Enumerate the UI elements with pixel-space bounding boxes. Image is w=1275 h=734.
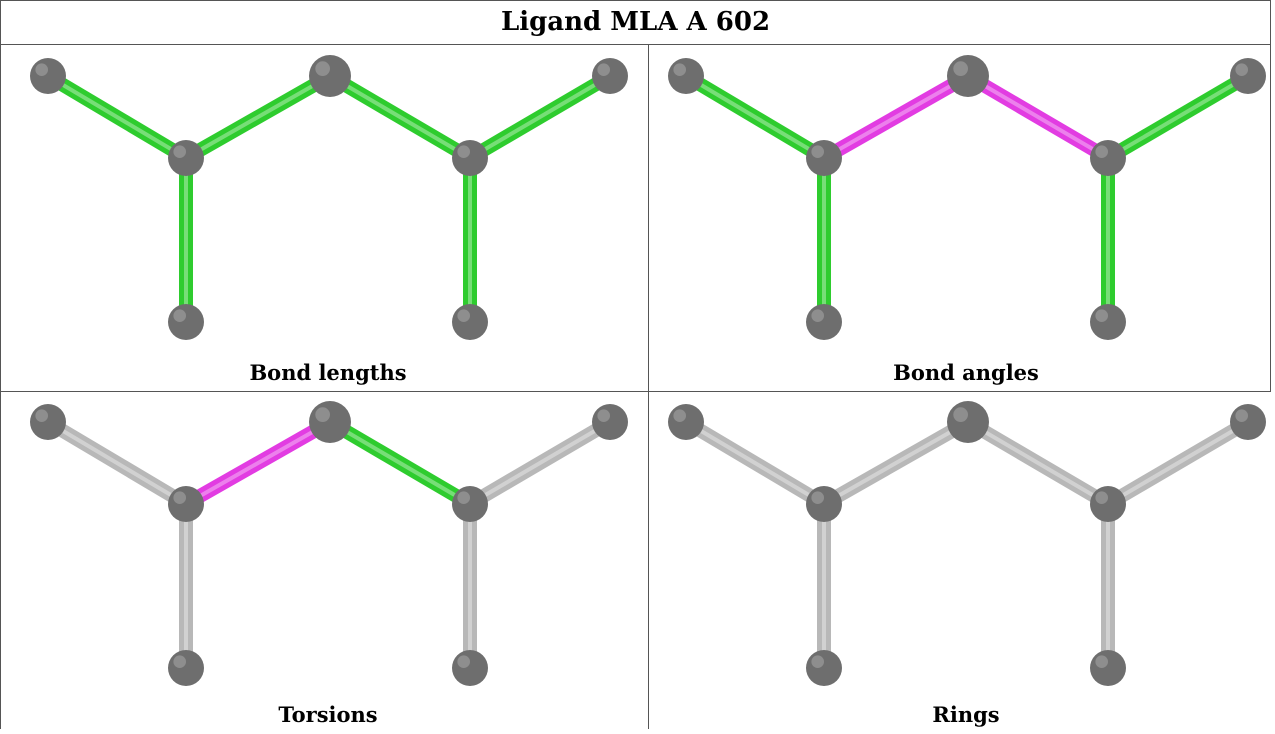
frame-top <box>0 0 1271 1</box>
bond-1-2 <box>179 415 337 511</box>
atom-6 <box>452 304 488 340</box>
molecule-torsions <box>30 401 628 686</box>
frame-title-divider <box>0 44 1271 45</box>
bond-0-1 <box>679 415 831 511</box>
atom-1 <box>168 486 204 522</box>
bond-0-1 <box>41 415 193 511</box>
atom-5 <box>168 304 204 340</box>
bond-1-2 <box>817 69 975 165</box>
bond-3-4 <box>463 415 617 511</box>
molecule-bond-lengths <box>30 55 628 340</box>
atom-5 <box>806 650 842 686</box>
atom-4 <box>592 404 628 440</box>
bond-3-4 <box>1101 69 1255 165</box>
atom-5 <box>806 304 842 340</box>
frame-middle <box>648 44 649 729</box>
atom-1 <box>806 486 842 522</box>
atom-2 <box>309 401 351 443</box>
atom-2 <box>947 401 989 443</box>
atom-2 <box>309 55 351 97</box>
atom-3 <box>1090 140 1126 176</box>
molecule-bond-angles <box>668 55 1266 340</box>
caption-bond-lengths: Bond lengths <box>249 360 407 385</box>
frame-right <box>1270 0 1271 392</box>
atom-0 <box>668 404 704 440</box>
bond-2-3 <box>961 415 1115 511</box>
bond-2-3 <box>323 415 477 511</box>
atom-4 <box>592 58 628 94</box>
panel-rings: Rings <box>648 392 1275 734</box>
atom-0 <box>668 58 704 94</box>
atom-6 <box>452 650 488 686</box>
caption-torsions: Torsions <box>278 702 378 727</box>
atom-1 <box>168 140 204 176</box>
bond-1-2 <box>179 69 337 165</box>
atom-5 <box>168 650 204 686</box>
atom-3 <box>452 486 488 522</box>
atom-4 <box>1230 404 1266 440</box>
frame-left <box>0 0 1 729</box>
caption-bond-angles: Bond angles <box>893 360 1039 385</box>
caption-rings: Rings <box>932 702 1000 727</box>
atom-2 <box>947 55 989 97</box>
frame-row-divider <box>0 391 1271 392</box>
figure-title: Ligand MLA A 602 <box>500 7 771 37</box>
bond-3-4 <box>463 69 617 165</box>
atom-0 <box>30 404 66 440</box>
panel-bond-lengths: Bond lengths <box>10 46 646 388</box>
atom-1 <box>806 140 842 176</box>
bond-1-2 <box>817 415 975 511</box>
atom-4 <box>1230 58 1266 94</box>
bond-0-1 <box>41 69 193 165</box>
bond-0-1 <box>679 69 831 165</box>
atom-3 <box>1090 486 1126 522</box>
molecule-rings <box>668 401 1266 686</box>
atom-3 <box>452 140 488 176</box>
atom-6 <box>1090 304 1126 340</box>
atom-0 <box>30 58 66 94</box>
bond-2-3 <box>323 69 477 165</box>
panel-bond-angles: Bond angles <box>648 46 1275 388</box>
atom-6 <box>1090 650 1126 686</box>
bond-2-3 <box>961 69 1115 165</box>
bond-3-4 <box>1101 415 1255 511</box>
panel-torsions: Torsions <box>10 392 646 734</box>
